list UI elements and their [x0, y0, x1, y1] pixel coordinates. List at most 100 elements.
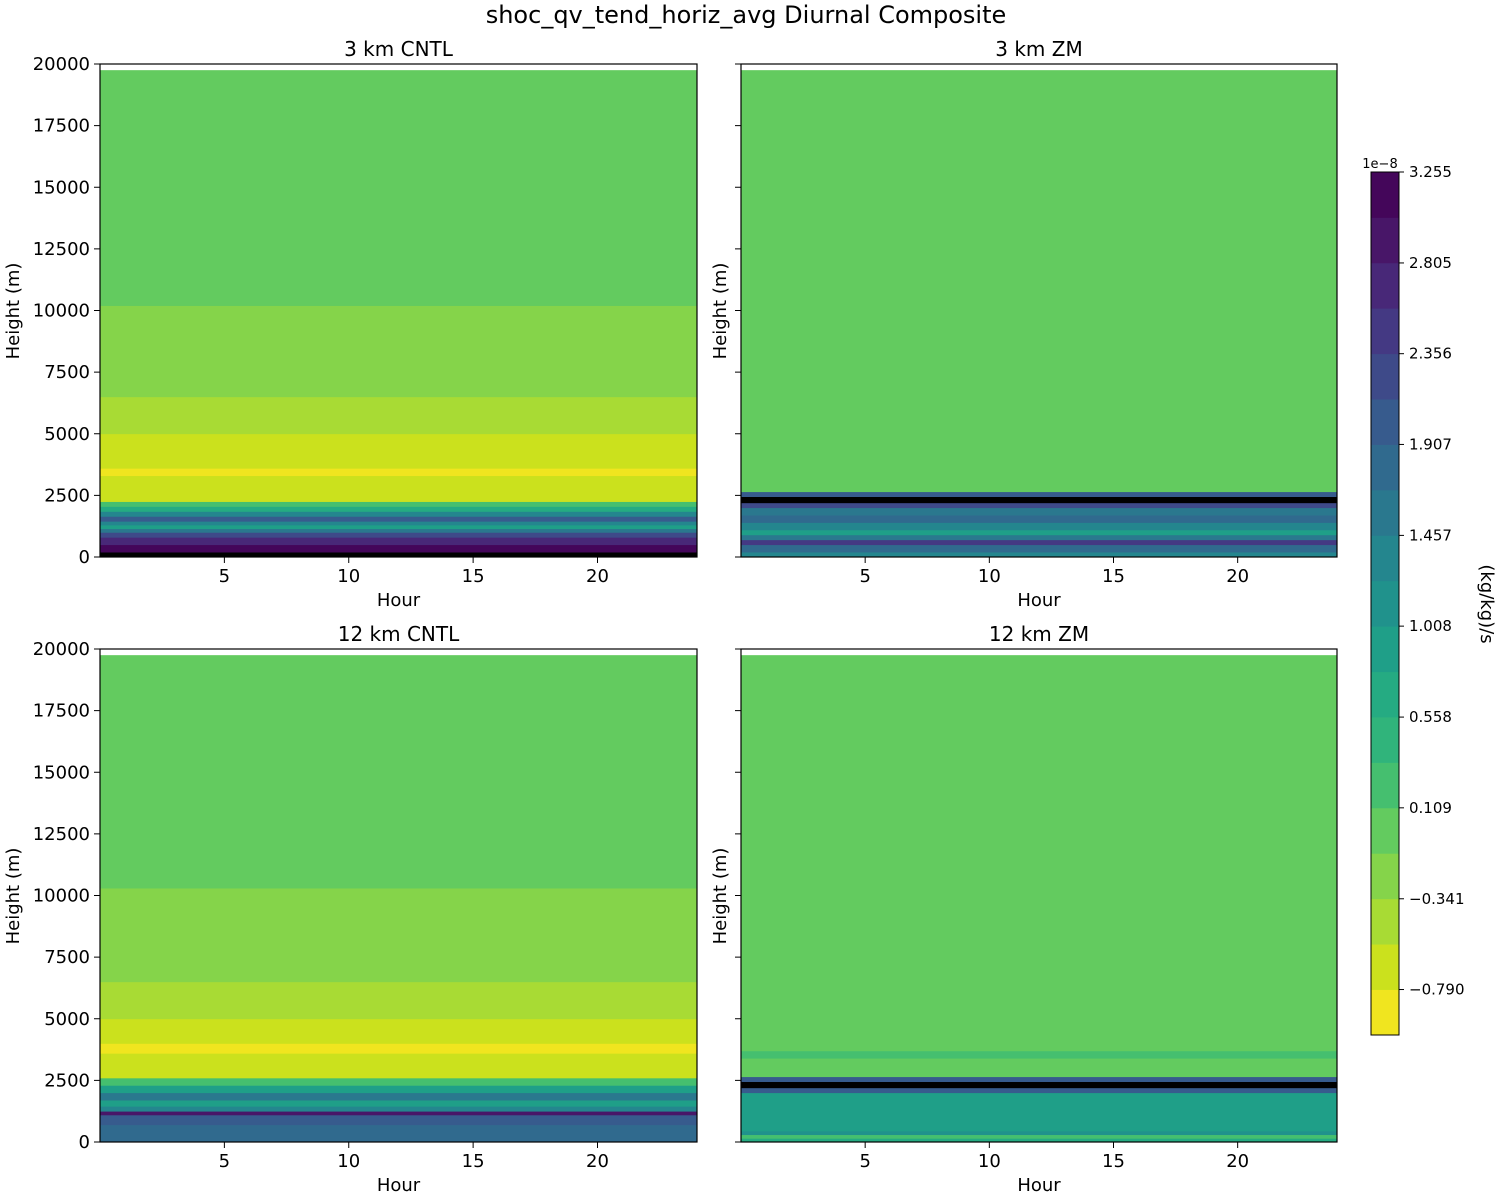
panel-12km-zm: 12 km ZM 5 10 15 20 Hour Height (m) — [710, 622, 1338, 1196]
colorbar-tick-label: 0.558 — [1409, 708, 1452, 726]
panel-3km-zm: 3 km ZM 5 10 15 20 Hour Height (m) — [710, 37, 1338, 611]
contour-band — [741, 1058, 1337, 1078]
colorbar-bands — [1370, 171, 1400, 1036]
x-tick-label: 10 — [337, 566, 360, 587]
y-axis — [735, 63, 741, 558]
x-axis-label: Hour — [377, 590, 421, 611]
x-tick-label: 20 — [1226, 1151, 1249, 1172]
contour-band — [100, 1053, 697, 1079]
colorbar-frame — [1370, 171, 1400, 1036]
colorbar: −0.790 −0.341 0.109 0.558 1.008 1.457 1.907 2.3… — [1362, 157, 1497, 1036]
panel-title: 3 km ZM — [995, 37, 1082, 61]
panel-title: 3 km CNTL — [344, 37, 454, 61]
contour-band — [100, 516, 697, 522]
contour-band — [100, 528, 697, 533]
x-tick-label: 15 — [1102, 1151, 1125, 1172]
colorbar-band — [1371, 762, 1399, 809]
panel-title: 12 km CNTL — [338, 622, 460, 646]
y-tick-label: 12500 — [33, 239, 90, 260]
contour-band — [100, 532, 697, 538]
contour-band — [741, 529, 1337, 536]
colorbar-band — [1371, 717, 1399, 763]
contour-band — [741, 552, 1337, 558]
contour-band — [100, 1106, 697, 1112]
y-tick-label: 2500 — [44, 1070, 90, 1091]
contour-band — [100, 981, 697, 1020]
y-tick-label: 10000 — [33, 301, 90, 322]
x-tick-label: 15 — [1102, 566, 1125, 587]
colorbar-band — [1371, 671, 1399, 718]
colorbar-label: (kg/kg)/s — [1476, 564, 1497, 643]
y-tick-label: 7500 — [44, 947, 90, 968]
contour-plot-area — [99, 648, 698, 1143]
colorbar-tick-label: 3.255 — [1409, 163, 1452, 181]
colorbar-band — [1371, 989, 1399, 1036]
y-tick-label: 12500 — [33, 824, 90, 845]
y-tick-label: 0 — [79, 1132, 90, 1153]
y-axis: 0 2500 5000 7500 10000 12500 15000 17500 20000 — [33, 639, 100, 1153]
contour-band — [100, 552, 697, 558]
colorbar-tick-label: −0.341 — [1409, 890, 1465, 908]
y-axis-label: Height (m) — [3, 848, 24, 945]
colorbar-band — [1371, 353, 1399, 400]
x-axis-label: Hour — [1017, 1175, 1061, 1196]
x-tick-label: 20 — [1226, 566, 1249, 587]
panel-3km-cntl: 3 km CNTL 5 10 15 20 0 2500 5000 7500 10000 1250… — [3, 37, 698, 611]
colorbar-tick-label: 1.008 — [1409, 617, 1452, 635]
contour-band — [741, 655, 1337, 1052]
contour-plot-area — [740, 648, 1338, 1143]
contour-band — [100, 1100, 697, 1107]
contour-band — [100, 468, 697, 477]
colorbar-band — [1371, 626, 1399, 673]
contour-band — [100, 1085, 697, 1094]
y-tick-label: 5000 — [44, 424, 90, 445]
colorbar-band — [1371, 580, 1399, 627]
contour-band — [100, 1043, 697, 1054]
contour-band — [741, 1134, 1337, 1139]
contour-band — [100, 433, 697, 469]
y-tick-label: 5000 — [44, 1009, 90, 1030]
y-tick-label: 17500 — [33, 701, 90, 722]
x-tick-label: 10 — [978, 1151, 1001, 1172]
y-tick-label: 0 — [79, 547, 90, 568]
contour-band — [100, 537, 697, 546]
x-tick-label: 10 — [337, 1151, 360, 1172]
x-axis: 5 10 15 20 — [219, 557, 609, 587]
y-tick-label: 10000 — [33, 886, 90, 907]
colorbar-band — [1371, 262, 1399, 309]
contour-band — [100, 1018, 697, 1044]
x-axis: 5 10 15 20 — [859, 557, 1249, 587]
x-tick-label: 15 — [462, 566, 485, 587]
contour-band — [741, 1092, 1337, 1132]
contour-band — [100, 1077, 697, 1086]
colorbar-ticks: −0.790 −0.341 0.109 0.558 1.008 1.457 1.907 2.3… — [1399, 163, 1465, 999]
contour-band — [741, 1076, 1337, 1083]
contour-band — [100, 305, 697, 398]
contour-band — [741, 1130, 1337, 1136]
panel-12km-cntl: 12 km CNTL 5 10 15 20 0 2500 5000 7500 10000 125… — [3, 622, 698, 1196]
y-tick-label: 15000 — [33, 177, 90, 198]
y-tick-label: 2500 — [44, 485, 90, 506]
x-axis: 5 10 15 20 — [219, 1142, 609, 1172]
panel-title: 12 km ZM — [989, 622, 1089, 646]
contour-band — [100, 511, 697, 517]
colorbar-band — [1371, 535, 1399, 582]
contour-band — [741, 1087, 1337, 1094]
x-tick-label: 10 — [978, 566, 1001, 587]
y-tick-label: 20000 — [33, 54, 90, 75]
contour-band — [100, 544, 697, 553]
contour-band — [100, 396, 697, 435]
x-tick-label: 20 — [586, 1151, 609, 1172]
colorbar-tick-label: 2.805 — [1409, 254, 1452, 272]
contour-band — [100, 521, 697, 526]
colorbar-band — [1371, 853, 1399, 900]
colorbar-tick-label: 1.907 — [1409, 435, 1452, 453]
contour-plot-area — [740, 63, 1338, 558]
colorbar-band — [1371, 308, 1399, 355]
y-axis-label: Height (m) — [710, 848, 731, 945]
colorbar-tick-label: 0.109 — [1409, 799, 1452, 817]
y-tick-label: 7500 — [44, 362, 90, 383]
contour-band — [100, 524, 697, 530]
contour-band — [741, 1138, 1337, 1143]
